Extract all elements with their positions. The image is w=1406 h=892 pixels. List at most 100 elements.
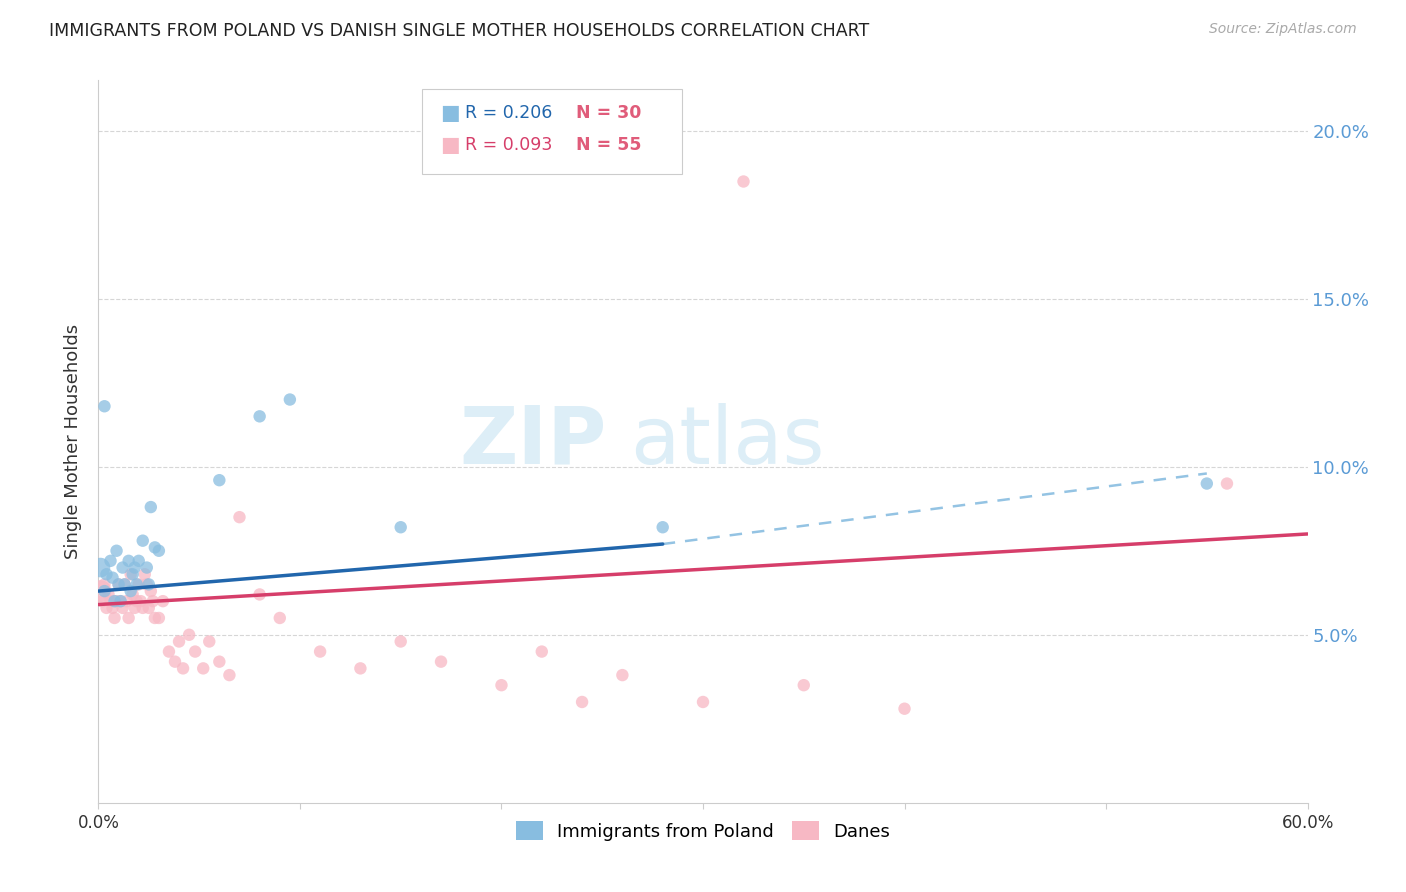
- Point: [125, 577, 148, 591]
- Point: [135, 560, 157, 574]
- Point: [612, 668, 634, 682]
- Point: [139, 584, 162, 599]
- Point: [349, 661, 371, 675]
- Point: [100, 554, 122, 568]
- Point: [179, 628, 201, 642]
- Point: [249, 587, 271, 601]
- Point: [138, 577, 160, 591]
- Point: [167, 634, 190, 648]
- Point: [172, 661, 194, 675]
- Point: [103, 611, 125, 625]
- Point: [118, 554, 141, 568]
- Point: [121, 587, 143, 601]
- Point: [128, 577, 150, 591]
- Point: [692, 695, 714, 709]
- Point: [163, 655, 186, 669]
- Point: [93, 399, 115, 413]
- Point: [651, 520, 673, 534]
- Point: [208, 473, 231, 487]
- Text: ZIP: ZIP: [458, 402, 606, 481]
- Point: [93, 584, 115, 599]
- Point: [89, 584, 111, 599]
- Point: [96, 600, 118, 615]
- Point: [135, 577, 157, 591]
- Point: [128, 554, 150, 568]
- Point: [1195, 476, 1218, 491]
- Point: [193, 661, 215, 675]
- Point: [139, 500, 162, 514]
- Point: [142, 594, 165, 608]
- Point: [218, 668, 240, 682]
- Point: [110, 594, 132, 608]
- Point: [91, 594, 114, 608]
- Point: [118, 611, 141, 625]
- Point: [103, 594, 125, 608]
- Point: [249, 409, 271, 424]
- Point: [115, 594, 138, 608]
- Point: [129, 594, 152, 608]
- Text: atlas: atlas: [630, 402, 825, 481]
- Point: [125, 594, 148, 608]
- Y-axis label: Single Mother Households: Single Mother Households: [65, 324, 83, 559]
- Point: [430, 655, 453, 669]
- Point: [491, 678, 513, 692]
- Legend: Immigrants from Poland, Danes: Immigrants from Poland, Danes: [509, 814, 897, 848]
- Point: [143, 541, 166, 555]
- Point: [132, 533, 155, 548]
- Point: [184, 644, 207, 658]
- Point: [107, 577, 129, 591]
- Point: [100, 594, 122, 608]
- Point: [309, 644, 332, 658]
- Point: [228, 510, 250, 524]
- Point: [132, 600, 155, 615]
- Point: [148, 543, 170, 558]
- Point: [278, 392, 301, 407]
- Point: [157, 644, 180, 658]
- Text: N = 30: N = 30: [564, 104, 641, 122]
- Point: [208, 655, 231, 669]
- Point: [389, 634, 412, 648]
- Point: [110, 594, 132, 608]
- Point: [530, 644, 553, 658]
- Text: IMMIGRANTS FROM POLAND VS DANISH SINGLE MOTHER HOUSEHOLDS CORRELATION CHART: IMMIGRANTS FROM POLAND VS DANISH SINGLE …: [49, 22, 869, 40]
- Point: [101, 600, 124, 615]
- Point: [97, 587, 120, 601]
- Point: [389, 520, 412, 534]
- Text: ■: ■: [440, 136, 460, 155]
- Point: [124, 600, 146, 615]
- Point: [893, 702, 915, 716]
- Point: [124, 560, 146, 574]
- Text: R = 0.206: R = 0.206: [465, 104, 553, 122]
- Point: [1216, 476, 1239, 491]
- Point: [120, 567, 142, 582]
- Text: 0.0%: 0.0%: [77, 814, 120, 832]
- Point: [121, 567, 143, 582]
- Text: 60.0%: 60.0%: [1281, 814, 1334, 832]
- Point: [733, 174, 755, 188]
- Point: [138, 600, 160, 615]
- Point: [89, 560, 111, 574]
- Text: ■: ■: [440, 103, 460, 123]
- Point: [111, 560, 134, 574]
- Point: [101, 571, 124, 585]
- Point: [143, 611, 166, 625]
- Point: [152, 594, 174, 608]
- Point: [134, 567, 156, 582]
- Point: [269, 611, 291, 625]
- Point: [120, 584, 142, 599]
- Point: [93, 577, 115, 591]
- Point: [198, 634, 221, 648]
- Point: [107, 577, 129, 591]
- Point: [96, 567, 118, 582]
- Point: [571, 695, 593, 709]
- Point: [111, 600, 134, 615]
- Point: [114, 577, 136, 591]
- Point: [114, 577, 136, 591]
- Text: Source: ZipAtlas.com: Source: ZipAtlas.com: [1209, 22, 1357, 37]
- Point: [148, 611, 170, 625]
- Point: [105, 594, 128, 608]
- Point: [793, 678, 815, 692]
- Point: [105, 543, 128, 558]
- Text: N = 55: N = 55: [564, 136, 641, 154]
- Text: R = 0.093: R = 0.093: [465, 136, 553, 154]
